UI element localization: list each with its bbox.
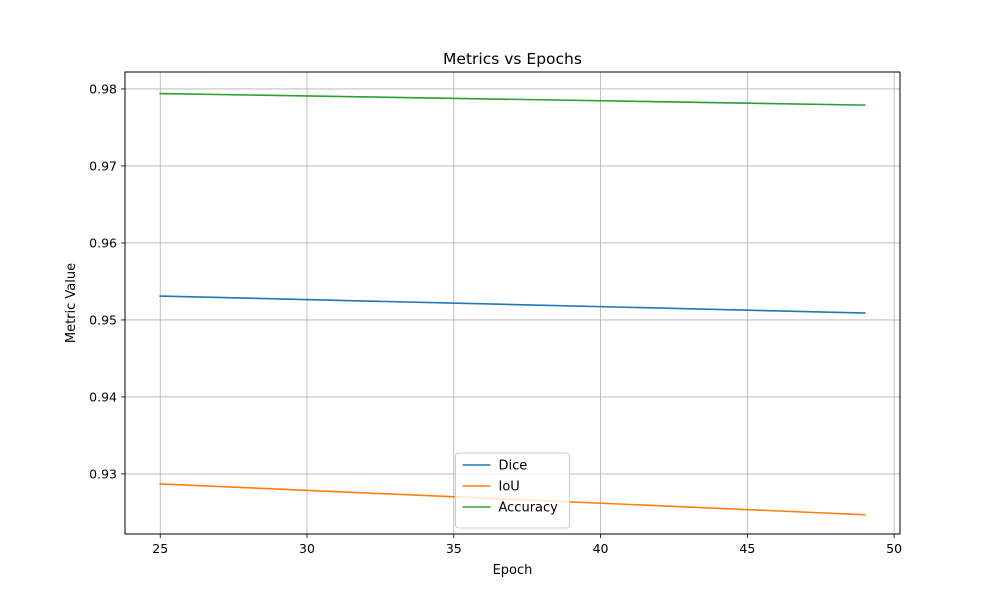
y-tick-label: 0.94: [89, 389, 117, 404]
x-tick-label: 40: [593, 541, 609, 556]
legend-label-dice: Dice: [499, 459, 528, 474]
y-tick-label: 0.93: [89, 466, 117, 481]
x-tick-label: 35: [446, 541, 462, 556]
legend-label-iou: IoU: [499, 480, 520, 495]
x-tick-label: 30: [299, 541, 315, 556]
y-tick-label: 0.95: [89, 312, 117, 327]
x-tick-label: 50: [886, 541, 902, 556]
x-tick-label: 25: [152, 541, 168, 556]
y-axis-label: Metric Value: [64, 263, 79, 343]
x-tick-label: 45: [739, 541, 755, 556]
y-tick-label: 0.97: [89, 158, 117, 173]
y-tick-label: 0.96: [89, 235, 117, 250]
y-tick-label: 0.98: [89, 81, 117, 96]
series-line-dice: [159, 295, 866, 314]
series-line-accuracy: [159, 92, 866, 106]
x-axis-label: Epoch: [493, 563, 533, 578]
legend-label-accuracy: Accuracy: [499, 501, 559, 516]
axis-ticks: 25 30 35 40 45 50 0.93 0.94 0.95 0.96 0.97 0.98: [89, 81, 902, 556]
plot-frame: [124, 71, 901, 535]
chart-title: Metrics vs Epochs: [443, 50, 582, 68]
legend: Dice IoU Accuracy: [455, 452, 570, 529]
legend-box: [455, 452, 570, 529]
